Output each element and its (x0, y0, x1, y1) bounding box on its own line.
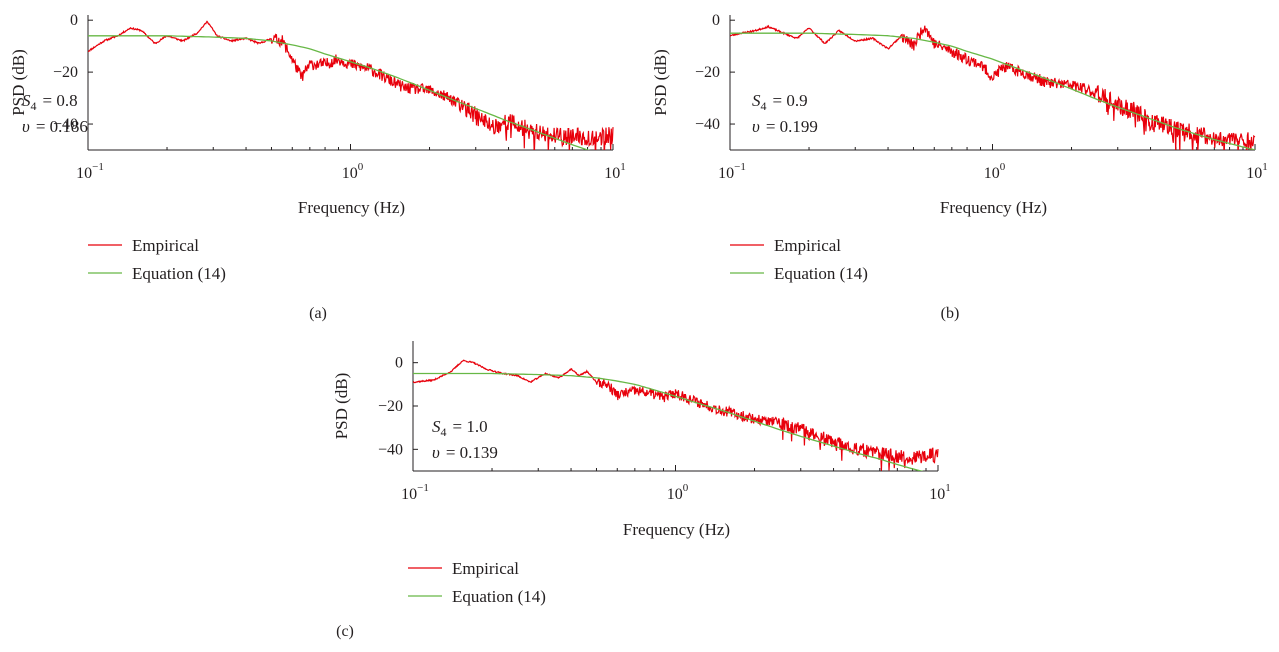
panel-caption: (b) (941, 305, 960, 322)
legend-label: Empirical (452, 559, 519, 578)
chart-panel-a: 0 −20 −40 10−1 100 101 PSD (dB) Frequency (Hz) S… (0, 0, 640, 330)
x-tick-label: 100 (667, 482, 689, 503)
x-tick-label: 100 (984, 161, 1006, 182)
s4-annotation: S4 = 0.8 (22, 91, 78, 113)
x-tick-label: 10−1 (718, 161, 746, 182)
legend-label: Equation (14) (132, 264, 226, 283)
x-tick-label: 10−1 (401, 482, 429, 503)
equation-series-line (88, 35, 591, 150)
legend-label: Equation (14) (774, 264, 868, 283)
y-axis-label: PSD (dB) (9, 49, 28, 116)
panel-caption: (a) (309, 305, 327, 322)
v-annotation: υ = 0.199 (752, 117, 818, 136)
x-tick-label: 101 (929, 482, 951, 503)
v-annotation: υ = 0.139 (432, 443, 498, 462)
x-tick-label: 100 (342, 161, 364, 182)
legend-label: Equation (14) (452, 587, 546, 606)
s4-annotation: S4 = 1.0 (432, 417, 488, 439)
y-tick-label: −40 (378, 441, 403, 458)
legend-label: Empirical (132, 236, 199, 255)
legend-label: Empirical (774, 236, 841, 255)
empirical-series-line (730, 24, 1256, 150)
equation-series-line (730, 32, 1256, 150)
y-tick-label: −40 (695, 116, 720, 133)
empirical-series-line (413, 359, 939, 471)
x-axis-label: Frequency (Hz) (623, 520, 730, 539)
chart-svg-b: 0 −20 −40 10−1 100 101 PSD (dB) Frequency (Hz) S… (651, 12, 1268, 322)
empirical-series-line (88, 20, 614, 150)
chart-svg-a: 0 −20 −40 10−1 100 101 PSD (dB) Frequency (Hz) S… (9, 12, 626, 322)
x-axis-label: Frequency (Hz) (940, 198, 1047, 217)
y-axis-label: PSD (dB) (651, 49, 670, 116)
y-tick-label: 0 (70, 12, 78, 29)
equation-series-line (413, 372, 924, 471)
y-tick-label: −20 (695, 64, 720, 81)
panel-caption: (c) (336, 623, 354, 640)
x-tick-label: 101 (1246, 161, 1268, 182)
chart-svg-c: 0 −20 −40 10−1 100 101 PSD (dB) Frequency (Hz) S… (332, 341, 951, 640)
y-tick-label: 0 (395, 355, 403, 372)
y-tick-label: −20 (53, 64, 78, 81)
s4-annotation: S4 = 0.9 (752, 91, 808, 113)
chart-panel-b: 0 −20 −40 10−1 100 101 PSD (dB) Frequency (Hz) S… (640, 0, 1279, 330)
chart-panel-c: 0 −20 −40 10−1 100 101 PSD (dB) Frequency (Hz) S… (320, 330, 960, 652)
x-tick-label: 10−1 (76, 161, 104, 182)
x-tick-label: 101 (604, 161, 626, 182)
y-tick-label: −40 (53, 116, 78, 133)
y-tick-label: 0 (712, 12, 720, 29)
y-axis-label: PSD (dB) (332, 373, 351, 440)
x-axis-label: Frequency (Hz) (298, 198, 405, 217)
v-annotation: υ = 0.186 (22, 117, 88, 136)
y-tick-label: −20 (378, 398, 403, 415)
